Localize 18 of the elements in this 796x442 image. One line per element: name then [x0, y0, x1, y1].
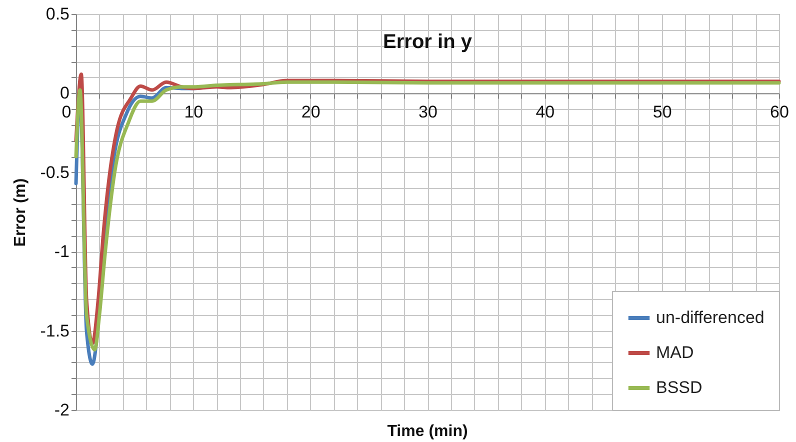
- x-tick-label: 20: [301, 102, 320, 122]
- x-tick-label: 30: [418, 102, 438, 122]
- y-tick-label: -1: [54, 242, 70, 262]
- x-axis-title: Time (min): [387, 423, 468, 440]
- legend-label: un-differenced: [656, 308, 764, 327]
- y-tick-label: -0.5: [40, 162, 70, 182]
- y-tick-label: 0: [60, 84, 70, 103]
- y-tick-label: -2: [54, 400, 70, 420]
- x-tick-label: 10: [184, 102, 204, 122]
- x-tick-label: 50: [652, 102, 672, 122]
- legend-label: BSSD: [656, 378, 702, 397]
- y-tick-label: 0.5: [46, 4, 70, 24]
- legend-label: MAD: [656, 343, 694, 362]
- x-tick-label: 60: [770, 102, 789, 122]
- y-tick-label: -1.5: [40, 321, 70, 340]
- y-axis-title: Error (m): [12, 178, 30, 247]
- x-tick-label: 40: [536, 102, 555, 122]
- text: Error in y: [383, 31, 473, 53]
